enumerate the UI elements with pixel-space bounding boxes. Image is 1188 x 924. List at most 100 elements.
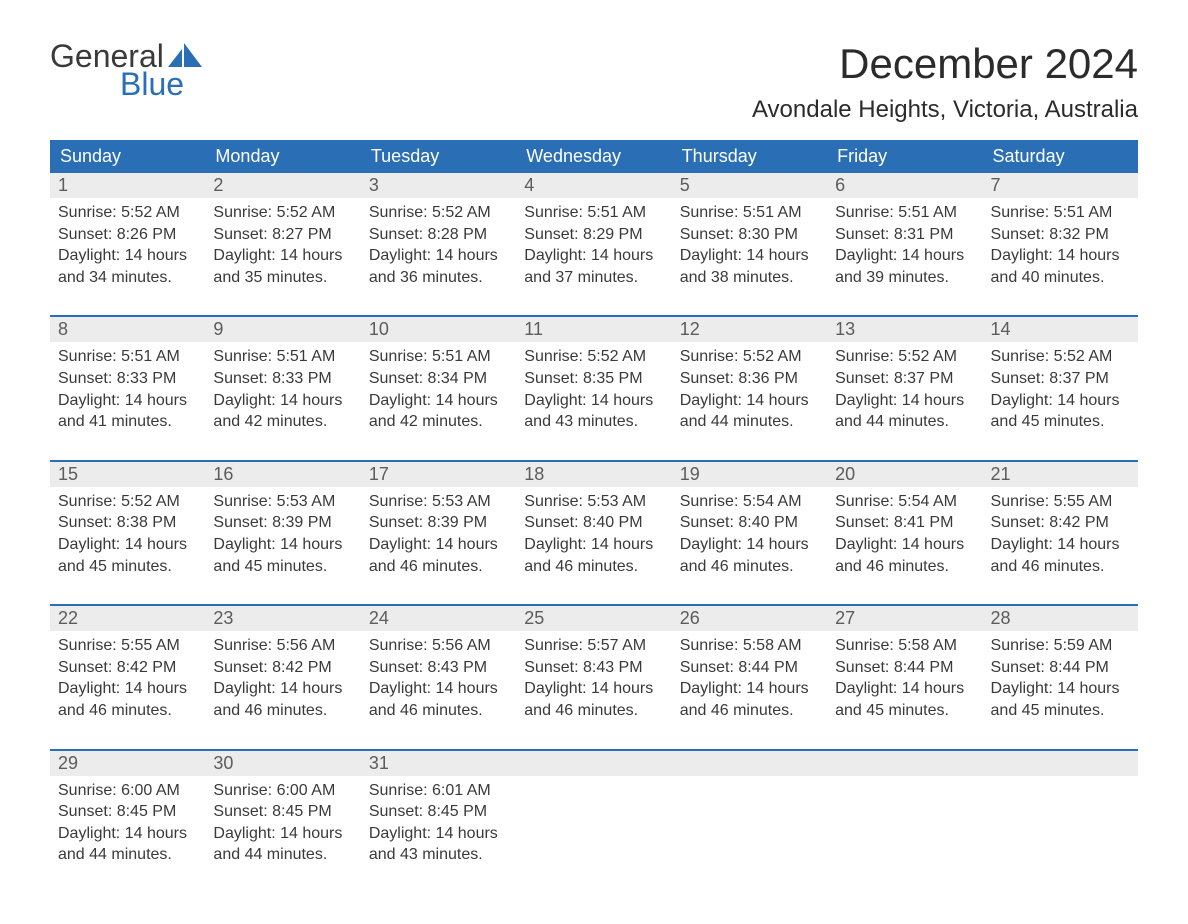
day-ss: Sunset: 8:42 PM — [991, 512, 1130, 534]
day-body-cell: Sunrise: 5:51 AMSunset: 8:31 PMDaylight:… — [827, 198, 982, 306]
day-sr: Sunrise: 5:53 AM — [213, 491, 352, 513]
day-body-cell: Sunrise: 5:52 AMSunset: 8:28 PMDaylight:… — [361, 198, 516, 306]
day-number-cell: 5 — [672, 173, 827, 198]
day-sr: Sunrise: 5:51 AM — [369, 346, 508, 368]
day-sr: Sunrise: 5:57 AM — [524, 635, 663, 657]
day-d2: and 43 minutes. — [524, 411, 663, 433]
day-sr: Sunrise: 5:51 AM — [835, 202, 974, 224]
day-number-cell — [516, 750, 671, 776]
day-ss: Sunset: 8:33 PM — [58, 368, 197, 390]
day-body-cell: Sunrise: 5:51 AMSunset: 8:32 PMDaylight:… — [983, 198, 1138, 306]
day-number-cell: 3 — [361, 173, 516, 198]
day-number-row: 15161718192021 — [50, 461, 1138, 487]
day-body-cell — [827, 776, 982, 884]
logo: General Blue — [50, 40, 202, 100]
day-body-cell: Sunrise: 5:52 AMSunset: 8:27 PMDaylight:… — [205, 198, 360, 306]
day-body-cell: Sunrise: 5:52 AMSunset: 8:26 PMDaylight:… — [50, 198, 205, 306]
day-number-row: 22232425262728 — [50, 605, 1138, 631]
day-number-cell: 10 — [361, 316, 516, 342]
day-body-cell: Sunrise: 5:53 AMSunset: 8:39 PMDaylight:… — [205, 487, 360, 595]
day-ss: Sunset: 8:34 PM — [369, 368, 508, 390]
day-d2: and 42 minutes. — [213, 411, 352, 433]
day-number-cell: 2 — [205, 173, 360, 198]
day-d1: Daylight: 14 hours — [524, 534, 663, 556]
day-d2: and 46 minutes. — [213, 700, 352, 722]
day-ss: Sunset: 8:42 PM — [58, 657, 197, 679]
day-sr: Sunrise: 5:51 AM — [680, 202, 819, 224]
day-ss: Sunset: 8:31 PM — [835, 224, 974, 246]
day-d1: Daylight: 14 hours — [524, 678, 663, 700]
day-ss: Sunset: 8:41 PM — [835, 512, 974, 534]
day-body-cell — [983, 776, 1138, 884]
spacer-row — [50, 740, 1138, 750]
day-body-cell: Sunrise: 5:51 AMSunset: 8:33 PMDaylight:… — [205, 342, 360, 450]
day-number-cell — [827, 750, 982, 776]
day-d2: and 46 minutes. — [369, 556, 508, 578]
day-body-row: Sunrise: 6:00 AMSunset: 8:45 PMDaylight:… — [50, 776, 1138, 884]
day-ss: Sunset: 8:28 PM — [369, 224, 508, 246]
day-d2: and 46 minutes. — [524, 556, 663, 578]
day-d2: and 46 minutes. — [524, 700, 663, 722]
day-number-cell: 29 — [50, 750, 205, 776]
day-sr: Sunrise: 5:56 AM — [369, 635, 508, 657]
weekday-header-row: Sunday Monday Tuesday Wednesday Thursday… — [50, 140, 1138, 173]
spacer-row — [50, 451, 1138, 461]
day-d1: Daylight: 14 hours — [213, 678, 352, 700]
day-sr: Sunrise: 5:52 AM — [213, 202, 352, 224]
day-body-row: Sunrise: 5:52 AMSunset: 8:38 PMDaylight:… — [50, 487, 1138, 595]
day-d1: Daylight: 14 hours — [58, 390, 197, 412]
day-number-cell: 16 — [205, 461, 360, 487]
day-ss: Sunset: 8:45 PM — [58, 801, 197, 823]
weekday-header: Sunday — [50, 140, 205, 173]
day-d1: Daylight: 14 hours — [524, 390, 663, 412]
day-sr: Sunrise: 5:54 AM — [835, 491, 974, 513]
day-body-row: Sunrise: 5:55 AMSunset: 8:42 PMDaylight:… — [50, 631, 1138, 739]
day-d2: and 39 minutes. — [835, 267, 974, 289]
location-subtitle: Avondale Heights, Victoria, Australia — [752, 96, 1138, 124]
day-d2: and 43 minutes. — [369, 844, 508, 866]
day-body-cell: Sunrise: 5:56 AMSunset: 8:42 PMDaylight:… — [205, 631, 360, 739]
day-d1: Daylight: 14 hours — [680, 678, 819, 700]
day-d1: Daylight: 14 hours — [213, 245, 352, 267]
day-sr: Sunrise: 5:51 AM — [58, 346, 197, 368]
day-number-cell: 27 — [827, 605, 982, 631]
day-number-cell: 8 — [50, 316, 205, 342]
day-ss: Sunset: 8:42 PM — [213, 657, 352, 679]
day-body-cell: Sunrise: 5:58 AMSunset: 8:44 PMDaylight:… — [672, 631, 827, 739]
day-d2: and 46 minutes. — [991, 556, 1130, 578]
day-d2: and 34 minutes. — [58, 267, 197, 289]
day-d2: and 45 minutes. — [58, 556, 197, 578]
day-sr: Sunrise: 5:52 AM — [524, 346, 663, 368]
day-number-cell: 19 — [672, 461, 827, 487]
day-body-cell: Sunrise: 6:01 AMSunset: 8:45 PMDaylight:… — [361, 776, 516, 884]
day-number-cell: 22 — [50, 605, 205, 631]
calendar-table: Sunday Monday Tuesday Wednesday Thursday… — [50, 140, 1138, 884]
day-body-cell: Sunrise: 5:51 AMSunset: 8:34 PMDaylight:… — [361, 342, 516, 450]
day-sr: Sunrise: 5:52 AM — [369, 202, 508, 224]
day-ss: Sunset: 8:45 PM — [369, 801, 508, 823]
day-body-cell: Sunrise: 5:54 AMSunset: 8:41 PMDaylight:… — [827, 487, 982, 595]
day-sr: Sunrise: 5:52 AM — [835, 346, 974, 368]
day-d2: and 37 minutes. — [524, 267, 663, 289]
day-number-cell: 25 — [516, 605, 671, 631]
day-d1: Daylight: 14 hours — [991, 534, 1130, 556]
day-ss: Sunset: 8:33 PM — [213, 368, 352, 390]
day-d1: Daylight: 14 hours — [58, 823, 197, 845]
day-ss: Sunset: 8:32 PM — [991, 224, 1130, 246]
day-ss: Sunset: 8:38 PM — [58, 512, 197, 534]
day-number-cell: 21 — [983, 461, 1138, 487]
day-sr: Sunrise: 5:53 AM — [524, 491, 663, 513]
day-body-cell: Sunrise: 6:00 AMSunset: 8:45 PMDaylight:… — [50, 776, 205, 884]
day-body-cell: Sunrise: 5:52 AMSunset: 8:37 PMDaylight:… — [827, 342, 982, 450]
day-body-cell: Sunrise: 5:52 AMSunset: 8:35 PMDaylight:… — [516, 342, 671, 450]
day-number-cell: 9 — [205, 316, 360, 342]
day-d1: Daylight: 14 hours — [369, 534, 508, 556]
day-d1: Daylight: 14 hours — [835, 390, 974, 412]
day-number-cell: 1 — [50, 173, 205, 198]
day-d1: Daylight: 14 hours — [58, 678, 197, 700]
day-sr: Sunrise: 5:56 AM — [213, 635, 352, 657]
day-d2: and 46 minutes. — [680, 556, 819, 578]
day-d1: Daylight: 14 hours — [524, 245, 663, 267]
day-number-cell: 12 — [672, 316, 827, 342]
day-body-cell: Sunrise: 5:51 AMSunset: 8:33 PMDaylight:… — [50, 342, 205, 450]
